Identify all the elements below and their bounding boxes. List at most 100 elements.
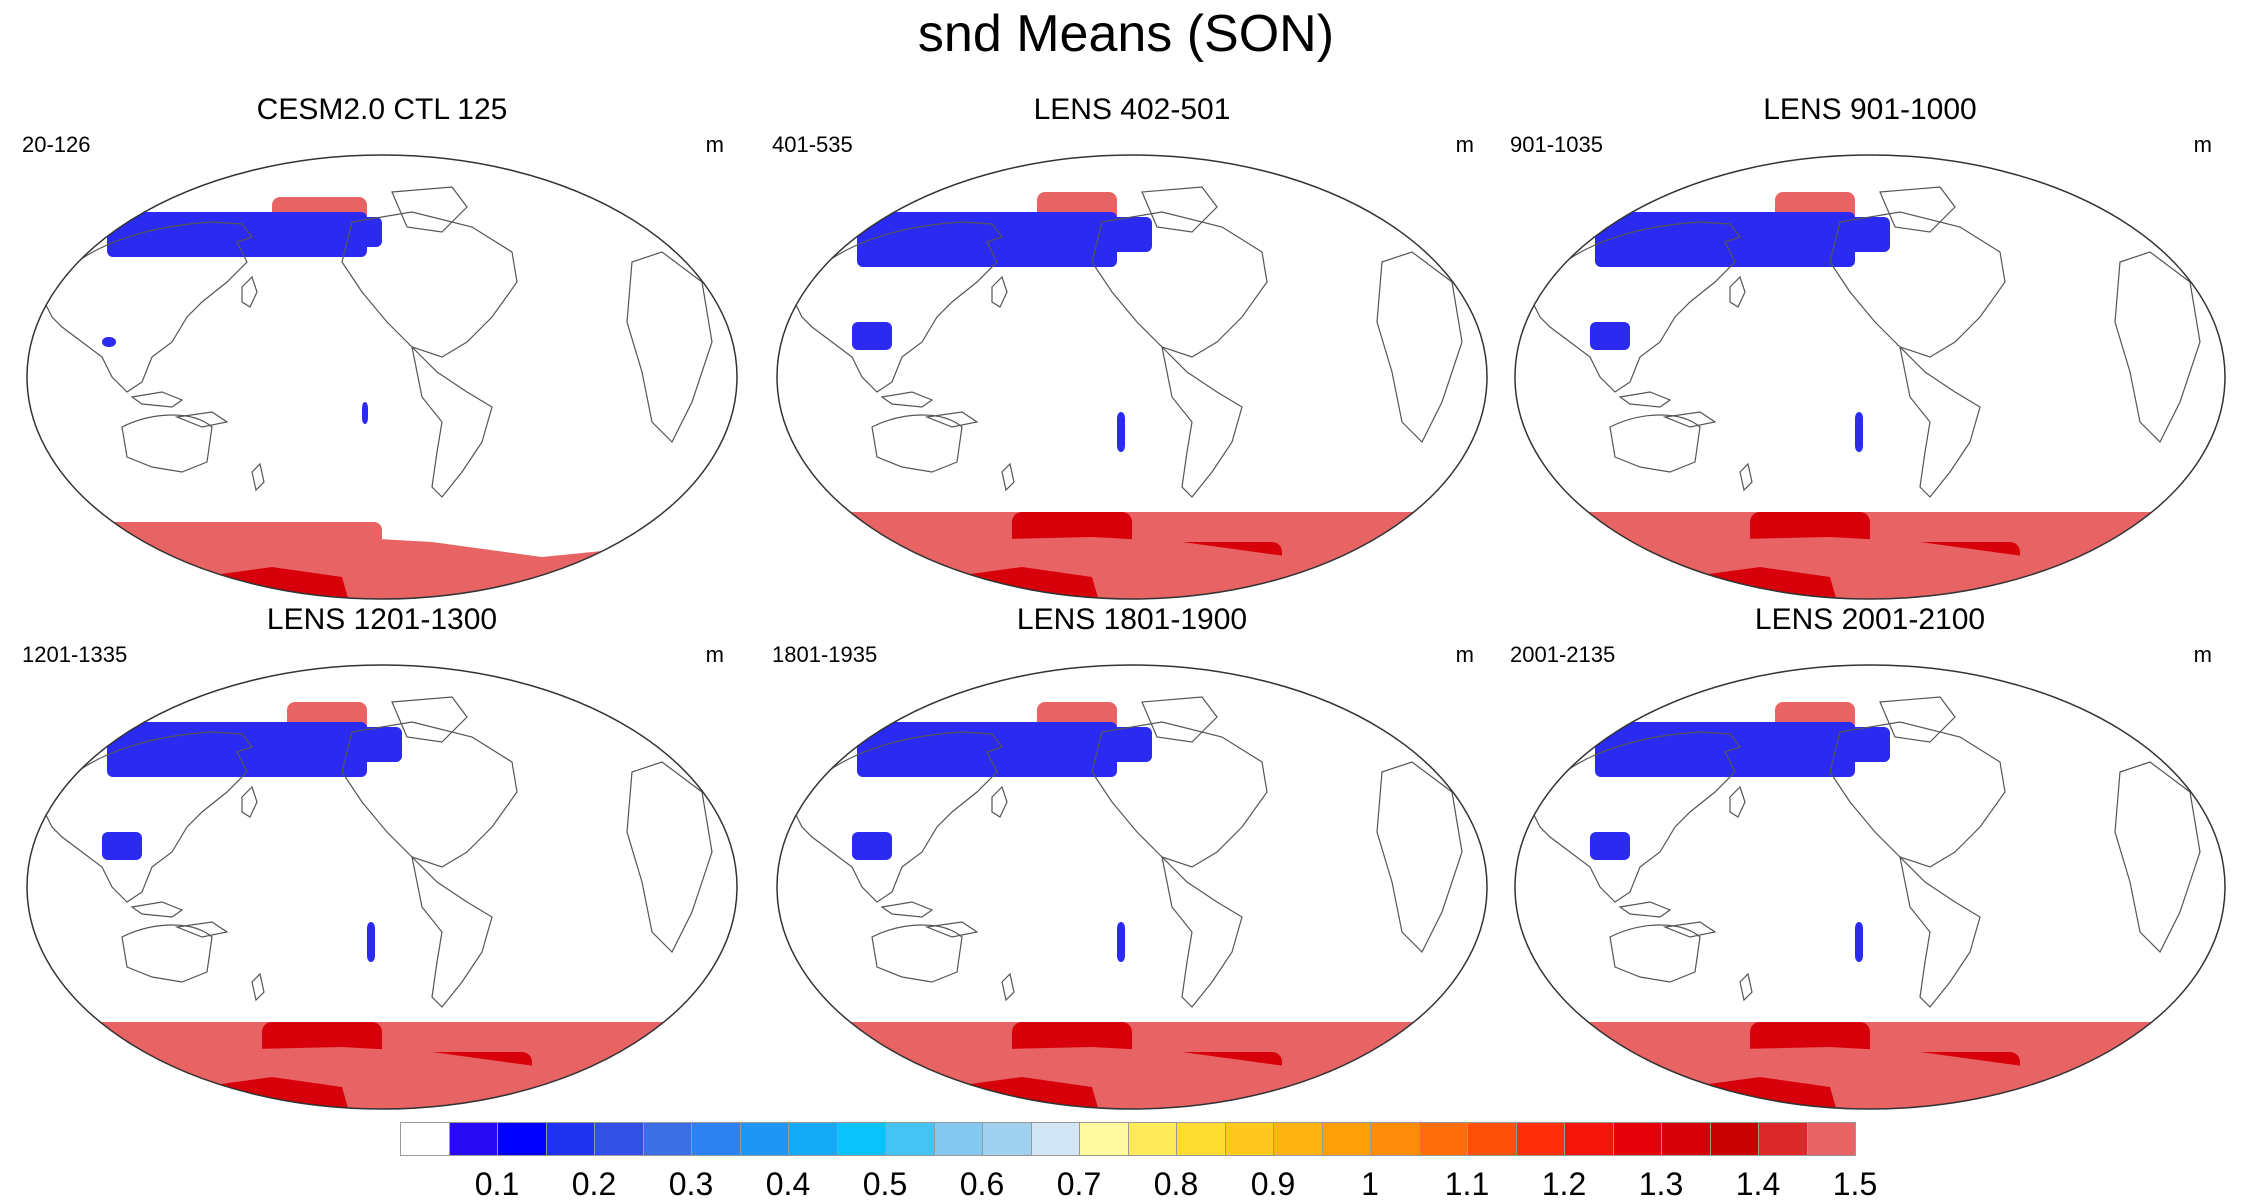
map-panel: LENS 901-1000 901-1035 m [1500, 92, 2240, 612]
coastline [924, 921, 979, 938]
coastline [1161, 345, 1243, 498]
colorbar-tick-label: 0.4 [765, 1166, 811, 1202]
panel-range-label: 1801-1935 [772, 642, 878, 667]
panel-title: LENS 2001-2100 [1754, 603, 1986, 636]
colorbar-tick-label: 1 [1361, 1166, 1379, 1202]
panel-title: LENS 1801-1900 [1016, 603, 1248, 636]
colorbar-swatch [1370, 1122, 1420, 1156]
coastline [130, 901, 184, 918]
coastline [991, 275, 1008, 308]
panel-units-label: m [705, 132, 724, 157]
coastline [1161, 855, 1243, 1008]
snow-region [852, 832, 892, 860]
coastline [1618, 901, 1672, 918]
coastline [1662, 921, 1717, 938]
colorbar-tick-label: 0.9 [1250, 1166, 1296, 1202]
snow-region [1590, 322, 1630, 350]
map-panel: LENS 1801-1900 1801-1935 m [762, 602, 1502, 1122]
coastline [121, 924, 213, 983]
colorbar-swatch [885, 1122, 935, 1156]
globe-outline [1514, 154, 2226, 600]
colorbar-swatch [448, 1122, 498, 1156]
world-map [1514, 664, 2226, 1110]
colorbar-tick-label: 0.7 [1056, 1166, 1102, 1202]
coastline [174, 411, 229, 428]
colorbar-swatch [1806, 1122, 1856, 1156]
colorbar-swatch [1758, 1122, 1808, 1156]
panel-title: LENS 402-501 [1033, 93, 1231, 126]
panel-units-label: m [1455, 132, 1474, 157]
coastline [411, 855, 493, 1008]
coastline [1739, 462, 1753, 492]
coastline [391, 696, 468, 743]
snow-region [1590, 832, 1630, 860]
colorbar-tick-label: 0.6 [959, 1166, 1005, 1202]
snow-region [1855, 412, 1863, 452]
world-map [26, 154, 738, 600]
colorbar-tick-label: 1.5 [1832, 1166, 1878, 1202]
globe-outline [776, 664, 1488, 1110]
coastline [871, 414, 963, 473]
colorbar-swatch [594, 1122, 644, 1156]
colorbar-tick-label: 1.4 [1735, 1166, 1781, 1202]
globe-outline [26, 154, 738, 600]
colorbar-tick-label: 0.2 [571, 1166, 617, 1202]
coastline [626, 251, 713, 444]
snow-region [367, 922, 375, 962]
antarctica [52, 537, 732, 599]
colorbar-swatch [1224, 1122, 1274, 1156]
coastline [2114, 251, 2201, 444]
colorbar-tick-label: 1.2 [1541, 1166, 1587, 1202]
coastline [2114, 761, 2201, 954]
antarctica [1540, 1047, 2220, 1109]
snow-region [362, 402, 368, 424]
antarctica [1540, 537, 2220, 599]
colorbar-swatch [1661, 1122, 1711, 1156]
map-panel: LENS 1201-1300 1201-1335 m [12, 602, 752, 1122]
coastline [1662, 411, 1717, 428]
colorbar-swatch [1515, 1122, 1565, 1156]
snow-region [1740, 217, 1890, 252]
colorbar-swatch [1564, 1122, 1614, 1156]
coastline [1879, 186, 1956, 233]
colorbar-tick-label: 0.5 [862, 1166, 908, 1202]
panel-range-label: 401-535 [772, 132, 853, 157]
coastline [1729, 785, 1746, 818]
colorbar-swatch [545, 1122, 595, 1156]
panel-range-label: 20-126 [22, 132, 91, 157]
world-map [776, 154, 1488, 600]
coastline [251, 972, 265, 1002]
snow-region [1002, 727, 1152, 762]
panel-units-label: m [2193, 642, 2212, 667]
colorbar-swatch [1418, 1122, 1468, 1156]
snow-region [1117, 922, 1125, 962]
panel-title: CESM2.0 CTL 125 [256, 93, 508, 126]
colorbar-swatch [1127, 1122, 1177, 1156]
antarctica [52, 1047, 732, 1109]
coastline [880, 391, 934, 408]
snow-region [1002, 217, 1152, 252]
panel-title: LENS 1201-1300 [266, 603, 498, 636]
colorbar-swatch [982, 1122, 1032, 1156]
map-panel: LENS 2001-2100 2001-2135 m [1500, 602, 2240, 1122]
figure-title: snd Means (SON) [917, 5, 1335, 63]
coastline [626, 761, 713, 954]
coastline [1091, 211, 1268, 358]
colorbar-swatch [1321, 1122, 1371, 1156]
coastline [241, 275, 258, 308]
coastline [1141, 696, 1218, 743]
coastline [1001, 972, 1015, 1002]
colorbar-tick-label: 1.3 [1638, 1166, 1684, 1202]
coastline [391, 186, 468, 233]
colorbar-tick-label: 0.3 [668, 1166, 714, 1202]
world-map [26, 664, 738, 1110]
coastline [1899, 855, 1981, 1008]
colorbar-swatch [1176, 1122, 1226, 1156]
coastline [130, 391, 184, 408]
antarctica [802, 1047, 1482, 1109]
colorbar-swatch [400, 1122, 450, 1156]
coastline [1729, 275, 1746, 308]
colorbar [400, 1122, 1856, 1156]
snow-region [1740, 727, 1890, 762]
panel-title: LENS 901-1000 [1763, 93, 1977, 126]
